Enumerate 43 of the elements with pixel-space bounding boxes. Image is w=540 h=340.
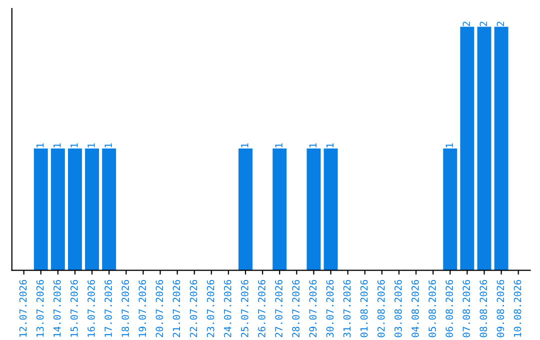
x-tick-label: 01.08.2026	[360, 280, 368, 338]
x-tick-label: 31.07.2026	[343, 280, 351, 338]
x-tick-label: 24.07.2026	[224, 280, 232, 338]
x-tick-label: 06.08.2026	[446, 280, 453, 338]
data-label: 2	[496, 22, 504, 26]
x-tick-label: 19.07.2026	[138, 280, 146, 337]
data-label: 1	[36, 143, 44, 148]
x-tick-label: 07.08.2026	[462, 280, 470, 338]
data-label: 1	[275, 143, 282, 148]
x-tick-label: 05.08.2026	[428, 280, 436, 338]
x-tick-label: 02.08.2026	[377, 280, 385, 338]
data-label: 1	[446, 143, 453, 148]
data-label: 1	[309, 143, 316, 148]
x-tick-label: 26.07.2026	[258, 280, 266, 338]
x-tick-label: 13.07.2026	[36, 280, 44, 337]
x-tick-label: 04.08.2026	[412, 280, 419, 338]
x-tick-label: 21.07.2026	[172, 280, 180, 338]
data-label: 2	[462, 22, 470, 26]
x-tick-label: 10.08.2026	[514, 280, 522, 337]
x-tick-label: 27.07.2026	[275, 280, 282, 338]
x-tick-label: 16.07.2026	[88, 280, 95, 337]
x-tick-label: 22.07.2026	[190, 280, 198, 338]
x-tick-label: 03.08.2026	[394, 280, 402, 338]
x-tick-label: 09.08.2026	[496, 280, 504, 338]
x-tick-label: 17.07.2026	[104, 280, 112, 337]
x-tick-label: 15.07.2026	[70, 280, 78, 337]
data-label: 1	[104, 143, 112, 148]
x-tick-label: 23.07.2026	[206, 280, 214, 338]
x-tick-label: 25.07.2026	[240, 280, 248, 338]
x-tick-label: 08.08.2026	[480, 280, 488, 338]
x-tick-label: 29.07.2026	[309, 280, 317, 338]
x-tick-label: 20.07.2026	[156, 280, 164, 338]
x-tick-label: 18.07.2026	[122, 280, 129, 337]
data-label: 1	[88, 143, 95, 148]
x-tick-label: 14.07.2026	[53, 280, 61, 337]
x-tick-label: 30.07.2026	[326, 280, 334, 338]
data-label: 1	[326, 143, 334, 148]
data-label: 1	[70, 143, 78, 148]
x-tick-label: 12.07.2026	[19, 280, 27, 337]
data-label: 1	[54, 143, 61, 148]
data-label: 1	[241, 143, 248, 148]
data-label: 2	[480, 22, 487, 26]
x-tick-label: 28.07.2026	[292, 280, 300, 338]
